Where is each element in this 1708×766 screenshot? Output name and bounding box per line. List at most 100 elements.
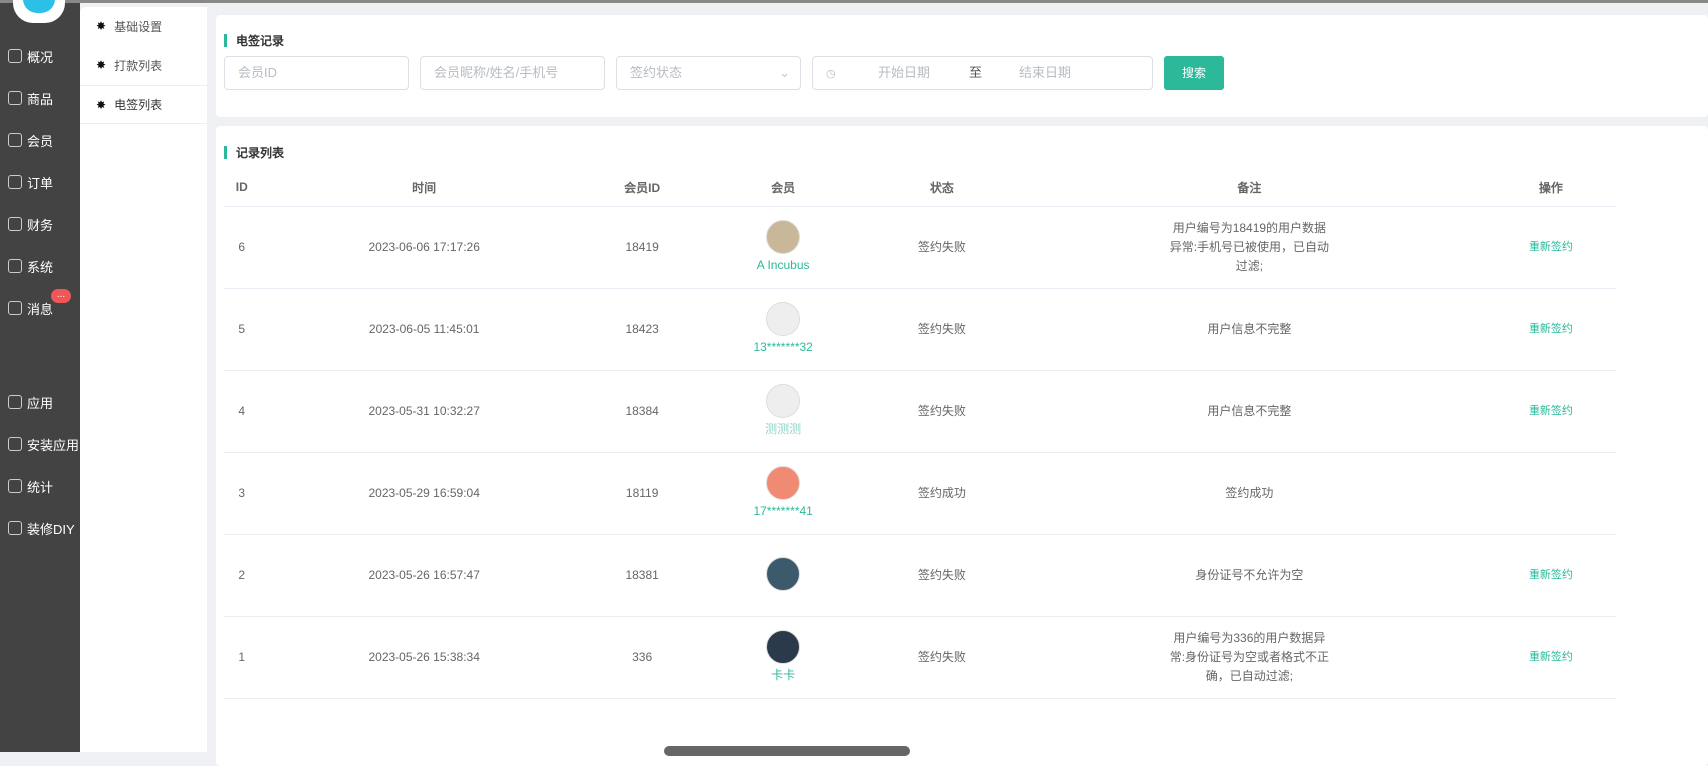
table-row: 6 2023-06-06 17:17:26 18419 A Incubus 签约… bbox=[224, 206, 1616, 289]
cell-id: 5 bbox=[224, 288, 260, 371]
cell-time: 2023-05-26 16:57:47 bbox=[259, 534, 589, 617]
cell-status: 签约失败 bbox=[870, 534, 1013, 617]
avatar bbox=[766, 465, 801, 500]
cell-member: 17*******41 bbox=[695, 452, 871, 535]
cell-status: 签约成功 bbox=[870, 452, 1013, 535]
cell-status: 签约失败 bbox=[870, 616, 1013, 699]
note-text: 签约成功 bbox=[1225, 485, 1274, 500]
main-sidebar: 概况商品会员订单财务系统消息应用安装应用统计装修DIY ... bbox=[0, 0, 80, 752]
nav-item[interactable]: 概况 bbox=[0, 41, 80, 71]
list-title: 记录列表 bbox=[224, 144, 284, 161]
nav-label: 订单 bbox=[27, 175, 54, 191]
top-bar bbox=[0, 0, 1708, 3]
resign-link[interactable]: 重新签约 bbox=[1528, 241, 1573, 253]
cell-status: 签约失败 bbox=[870, 288, 1013, 371]
cell-note: 用户编号为18419的用户数据异常:手机号已被使用，已自动过滤; bbox=[1012, 206, 1486, 289]
nav-label: 安装应用 bbox=[27, 437, 80, 453]
nav-item[interactable]: 商品 bbox=[0, 83, 80, 113]
member-name[interactable]: 13*******32 bbox=[753, 339, 813, 354]
resign-link[interactable]: 重新签约 bbox=[1528, 323, 1573, 335]
logo bbox=[13, 0, 65, 23]
nav-item[interactable]: 消息 bbox=[0, 293, 80, 323]
cell-time: 2023-05-26 15:38:34 bbox=[259, 616, 589, 699]
cell-time: 2023-05-29 16:59:04 bbox=[259, 452, 589, 535]
column-header: 操作 bbox=[1485, 169, 1616, 207]
gear-icon bbox=[8, 259, 22, 273]
nav-item[interactable]: 统计 bbox=[0, 471, 80, 501]
chart-icon bbox=[8, 49, 22, 63]
users-icon bbox=[8, 133, 22, 147]
cell-note: 身份证号不允许为空 bbox=[1012, 534, 1486, 617]
avatar bbox=[766, 383, 801, 418]
cell-member-id: 18419 bbox=[588, 206, 696, 289]
message-badge: ... bbox=[51, 289, 71, 303]
cell-id: 2 bbox=[224, 534, 260, 617]
member-name-input[interactable]: 会员昵称/姓名/手机号 bbox=[420, 56, 605, 90]
member-name[interactable]: A Incubus bbox=[756, 257, 810, 272]
gear-icon: ✸ bbox=[96, 97, 107, 112]
nav-item[interactable]: 会员 bbox=[0, 125, 80, 155]
nav-item[interactable]: 财务 bbox=[0, 209, 80, 239]
start-date[interactable]: 开始日期 bbox=[878, 65, 931, 80]
resign-link[interactable]: 重新签约 bbox=[1528, 569, 1573, 581]
column-header: 时间 bbox=[259, 169, 589, 207]
status-select[interactable]: 签约状态 ⌄ bbox=[616, 56, 801, 90]
brush-icon bbox=[8, 521, 22, 535]
avatar bbox=[766, 557, 801, 591]
cell-member-id: 336 bbox=[588, 616, 696, 699]
nav-label: 概况 bbox=[27, 49, 54, 65]
subnav-payment-list[interactable]: ✸ 打款列表 bbox=[80, 46, 207, 85]
resign-link[interactable]: 重新签约 bbox=[1528, 405, 1573, 417]
cell-note: 用户信息不完整 bbox=[1012, 370, 1486, 453]
end-date[interactable]: 结束日期 bbox=[1019, 65, 1072, 80]
subnav-label: 电签列表 bbox=[114, 98, 163, 112]
column-header: 状态 bbox=[870, 169, 1013, 207]
nav-label: 商品 bbox=[27, 91, 54, 107]
cell-time: 2023-05-31 10:32:27 bbox=[259, 370, 589, 453]
nav-item[interactable]: 安装应用 bbox=[0, 429, 80, 459]
nav-label: 装修DIY bbox=[27, 521, 75, 537]
subnav-label: 打款列表 bbox=[114, 58, 163, 73]
range-separator: 至 bbox=[969, 65, 983, 80]
note-text: 用户编号为18419的用户数据异常:手机号已被使用，已自动过滤; bbox=[1169, 220, 1330, 273]
finance-icon bbox=[8, 217, 22, 231]
gear-icon: ✸ bbox=[96, 58, 107, 72]
cell-member: 13*******32 bbox=[695, 288, 871, 371]
member-name[interactable]: 卡卡 bbox=[771, 667, 796, 682]
message-icon bbox=[8, 301, 22, 315]
cell-action: 重新签约 bbox=[1485, 370, 1616, 453]
horizontal-scrollbar[interactable] bbox=[664, 746, 910, 756]
nav-item[interactable]: 装修DIY bbox=[0, 513, 80, 543]
apps-icon bbox=[8, 395, 22, 409]
column-header: 会员 bbox=[695, 169, 871, 207]
cell-status: 签约失败 bbox=[870, 370, 1013, 453]
cell-action: 重新签约 bbox=[1485, 616, 1616, 699]
nav-label: 应用 bbox=[27, 395, 54, 411]
resign-link[interactable]: 重新签约 bbox=[1528, 651, 1573, 663]
cell-member-id: 18381 bbox=[588, 534, 696, 617]
nav-item[interactable]: 应用 bbox=[0, 387, 80, 417]
nav-item[interactable]: 系统 bbox=[0, 251, 80, 281]
avatar bbox=[766, 301, 801, 336]
note-text: 用户编号为336的用户数据异常:身份证号为空或者格式不正确，已自动过滤; bbox=[1169, 630, 1330, 683]
table-row: 4 2023-05-31 10:32:27 18384 测测测 签约失败 用户信… bbox=[224, 370, 1616, 453]
nav-label: 会员 bbox=[27, 133, 54, 149]
cart-icon bbox=[8, 175, 22, 189]
cell-member-id: 18119 bbox=[588, 452, 696, 535]
cell-member: 卡卡 bbox=[695, 616, 871, 699]
nav-label: 系统 bbox=[27, 259, 54, 275]
member-name[interactable]: 17*******41 bbox=[753, 503, 813, 518]
subnav-esign-list[interactable]: ✸ 电签列表 bbox=[80, 85, 207, 124]
subnav-basic-settings[interactable]: ✸ 基础设置 bbox=[80, 7, 207, 46]
date-range-picker[interactable]: ◷ 开始日期 至 结束日期 bbox=[812, 56, 1153, 90]
search-button[interactable]: 搜索 bbox=[1164, 56, 1224, 90]
cell-member: A Incubus bbox=[695, 206, 871, 289]
member-id-input[interactable]: 会员ID bbox=[224, 56, 409, 90]
filter-title: 电签记录 bbox=[224, 32, 284, 49]
member-name[interactable]: 测测测 bbox=[765, 421, 802, 436]
status-placeholder: 签约状态 bbox=[630, 65, 683, 80]
cell-time: 2023-06-06 17:17:26 bbox=[259, 206, 589, 289]
nav-item[interactable]: 订单 bbox=[0, 167, 80, 197]
cell-id: 4 bbox=[224, 370, 260, 453]
cell-note: 签约成功 bbox=[1012, 452, 1486, 535]
